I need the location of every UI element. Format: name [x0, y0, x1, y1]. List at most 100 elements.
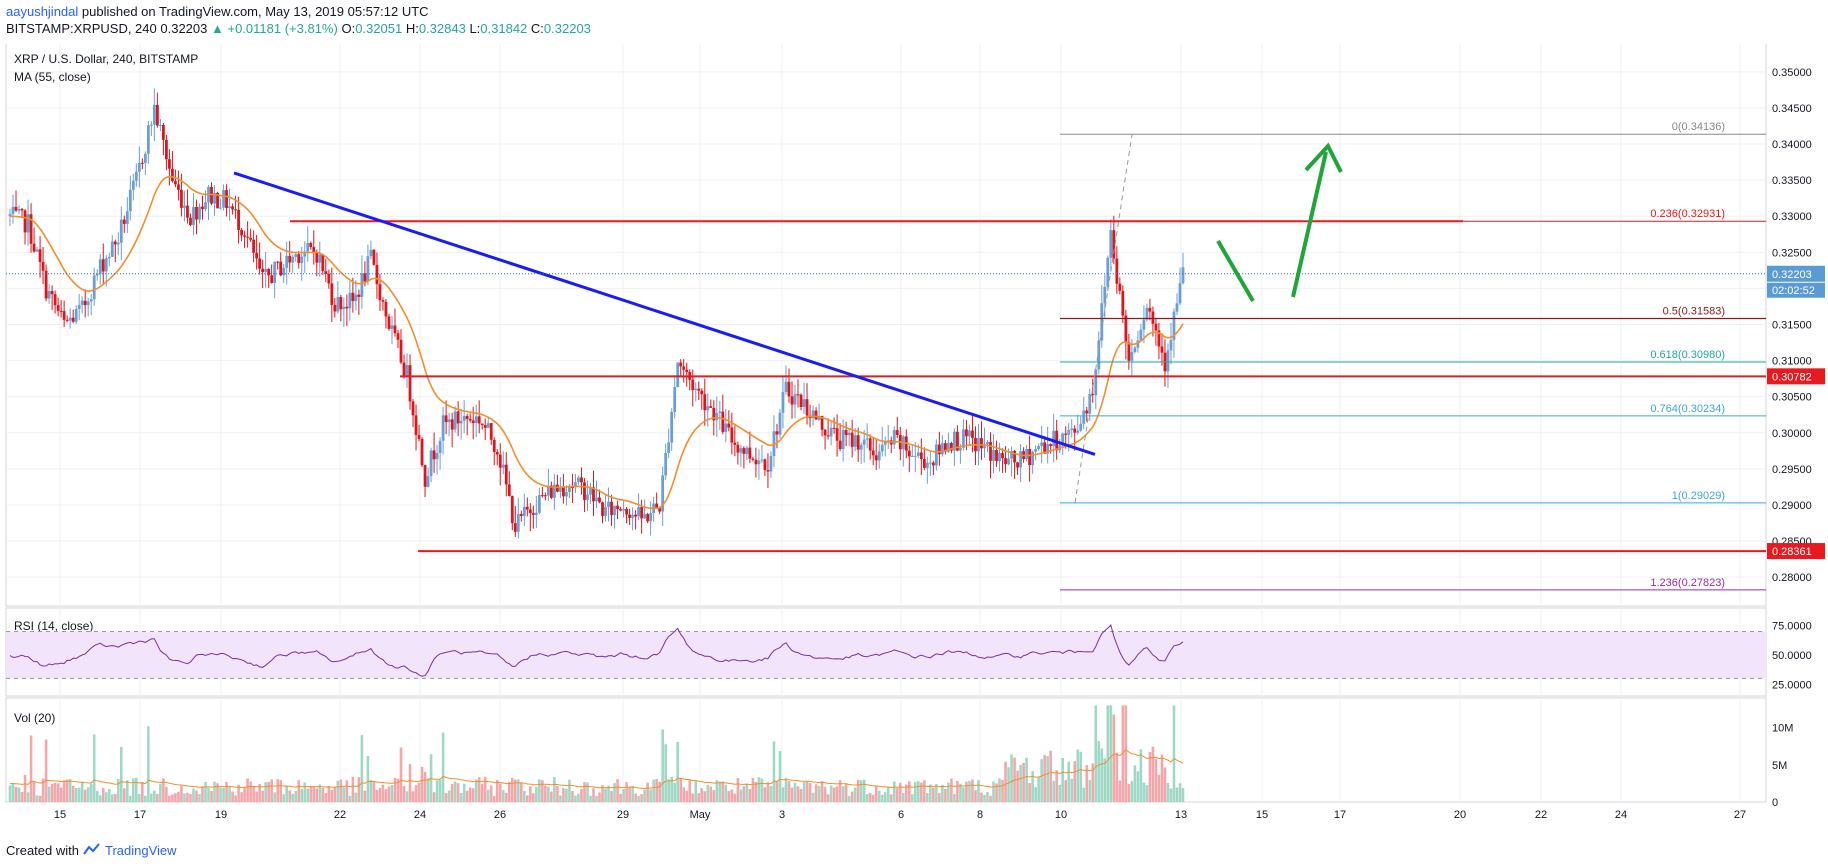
trendline[interactable]: [233, 171, 1096, 456]
candle-body: [820, 415, 824, 430]
candle-body: [943, 443, 947, 452]
volume-bar: [1055, 770, 1058, 802]
volume-bar: [874, 785, 878, 802]
volume-bar: [1049, 750, 1052, 802]
candle-body: [865, 438, 869, 440]
volume-bar: [303, 782, 307, 802]
candle-body: [258, 258, 262, 269]
candle-body: [92, 275, 96, 300]
volume-bar: [264, 782, 267, 802]
candle-body: [841, 430, 845, 450]
volume-bar: [219, 787, 222, 802]
volume-bar: [526, 795, 529, 802]
ohlc-line: BITSTAMP:XRPUSD, 240 0.32203 ▲ +0.01181 …: [6, 21, 591, 36]
candle-body: [712, 407, 716, 421]
candle-body: [192, 206, 195, 225]
volume-bar: [1118, 780, 1122, 802]
candle-body: [303, 251, 307, 257]
volume-bar: [901, 792, 905, 802]
volume-bar: [817, 785, 821, 802]
volume-bar: [802, 782, 806, 802]
candle-body: [291, 256, 295, 263]
candle-body: [1181, 267, 1185, 284]
candle-body: [369, 249, 373, 257]
candle-body: [155, 104, 159, 126]
volume-bar: [150, 793, 153, 802]
candle-body: [417, 434, 421, 439]
volume-bar: [426, 778, 430, 802]
volume-bar: [234, 795, 237, 802]
candle-body: [844, 430, 848, 436]
volume-bar: [832, 787, 836, 802]
x-tick-label: 22: [1535, 809, 1547, 821]
volume-bar: [736, 778, 740, 802]
tradingview-brand[interactable]: TradingView: [104, 843, 177, 858]
candle-body: [186, 205, 189, 218]
fib-level-label: 1.236(0.27823): [1650, 577, 1725, 589]
volume-bar: [1061, 757, 1064, 802]
volume-bar: [535, 786, 538, 802]
candle-body: [1013, 450, 1016, 463]
volume-bar: [923, 780, 926, 802]
candle-body: [769, 455, 773, 472]
volume-bar: [706, 784, 710, 802]
volume-bar: [294, 791, 298, 802]
volume-bar: [279, 780, 282, 802]
candle-body: [778, 412, 782, 435]
volume-bar: [868, 793, 872, 802]
candle-body: [724, 423, 728, 432]
candle-body: [375, 264, 379, 285]
volume-bar: [1175, 787, 1179, 802]
volume-bar: [983, 794, 986, 802]
candle-body: [1133, 347, 1137, 353]
volume-bar: [1034, 787, 1037, 802]
candle-body: [29, 214, 33, 244]
candle-body: [309, 242, 313, 248]
candle-body: [486, 423, 490, 428]
volume-bar: [291, 793, 295, 802]
candle-body: [1136, 340, 1140, 348]
candle-body: [1085, 410, 1089, 414]
candle-body: [399, 339, 403, 363]
candle-body: [859, 444, 863, 450]
volume-bar: [847, 796, 851, 802]
candle-body: [423, 465, 427, 487]
volume-bar: [483, 776, 487, 802]
candle-body: [763, 459, 767, 471]
candle-body: [595, 497, 598, 502]
volume-bar: [944, 788, 947, 802]
candle-body: [625, 508, 628, 515]
volume-bar: [977, 780, 980, 802]
x-tick-label: 13: [1175, 809, 1187, 821]
chart-canvas[interactable]: 15 17 19 22 24 26 29 May 3 6 8 10 13 15 17 20 22 24 27 0.35…: [0, 44, 1828, 839]
candle-body: [143, 153, 147, 164]
candle-body: [571, 487, 574, 489]
x-tick-label: 10: [1055, 809, 1067, 821]
candle-body: [1127, 342, 1131, 361]
candle-body: [1028, 449, 1032, 466]
candle-body: [616, 505, 619, 510]
volume-bar: [44, 739, 48, 802]
candle-body: [1148, 307, 1152, 312]
volume-bar: [877, 790, 881, 802]
candle-body: [1130, 352, 1134, 361]
candle-body: [868, 438, 872, 451]
volume-bar: [1106, 705, 1110, 802]
volume-bar: [790, 787, 794, 802]
volume-tick-label: 10M: [1772, 723, 1793, 735]
volume-bar: [183, 793, 186, 802]
volume-bar: [192, 788, 195, 802]
candle-body: [330, 283, 334, 305]
volume-bar: [116, 779, 120, 802]
volume-bar: [1022, 762, 1025, 802]
volume-bar: [523, 791, 526, 802]
candle-body: [856, 435, 860, 450]
author-link[interactable]: aayushjindal: [6, 4, 79, 19]
candle-body: [907, 450, 911, 457]
volume-bar: [231, 791, 234, 802]
volume-bar: [1067, 761, 1071, 802]
volume-bar: [631, 785, 634, 802]
candle-body: [101, 259, 105, 272]
volume-bar: [360, 735, 364, 802]
y-tick-label: 0.35000: [1772, 67, 1812, 79]
